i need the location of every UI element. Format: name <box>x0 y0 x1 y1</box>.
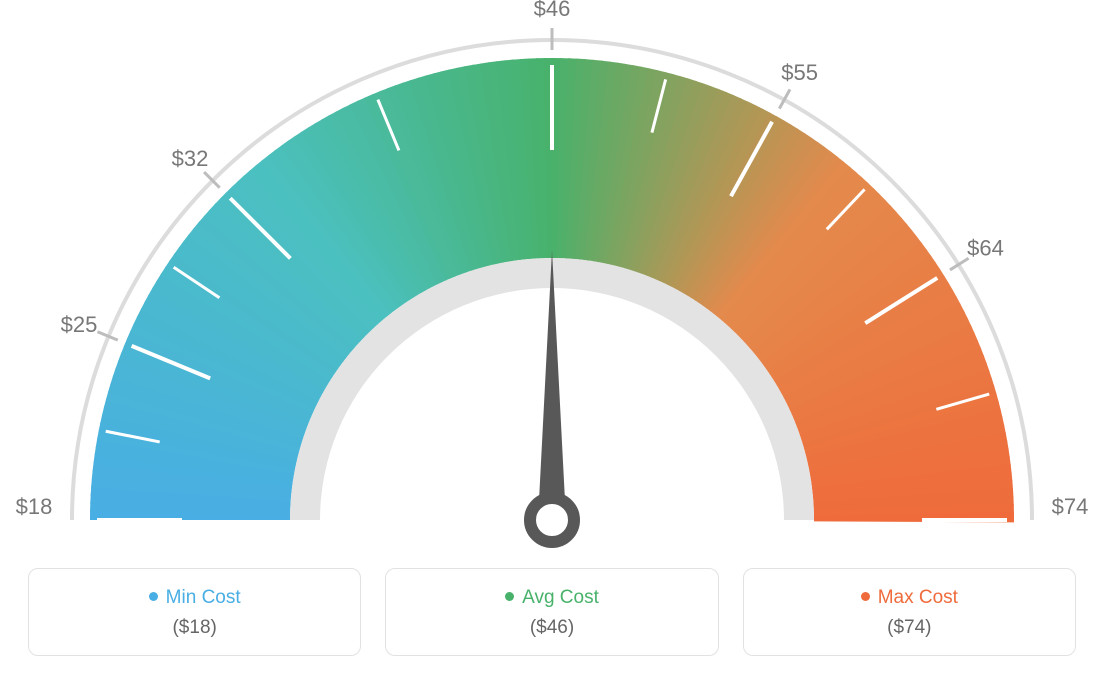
legend-row: Min Cost ($18) Avg Cost ($46) Max Cost ($74) <box>0 568 1104 656</box>
legend-dot-icon <box>861 592 870 601</box>
legend-dot-icon <box>149 592 158 601</box>
gauge-tick-label: $32 <box>172 146 209 171</box>
legend-label: Min Cost <box>166 587 241 608</box>
cost-gauge-chart: $18 $25 $32 $46 $55 $64 $74 <box>0 0 1104 560</box>
legend-value: ($46) <box>396 617 707 639</box>
legend-card-max-cost: Max Cost ($74) <box>743 568 1076 656</box>
gauge-svg: $18 $25 $32 $46 $55 $64 $74 <box>0 0 1104 560</box>
legend-title: Max Cost <box>754 587 1065 609</box>
gauge-tick-label: $18 <box>16 494 53 519</box>
legend-card-avg-cost: Avg Cost ($46) <box>385 568 718 656</box>
legend-value: ($74) <box>754 617 1065 639</box>
legend-label: Avg Cost <box>522 587 599 608</box>
legend-label: Max Cost <box>878 587 958 608</box>
legend-title: Avg Cost <box>396 587 707 609</box>
legend-card-min-cost: Min Cost ($18) <box>28 568 361 656</box>
legend-title: Min Cost <box>39 587 350 609</box>
legend-dot-icon <box>505 592 514 601</box>
legend-value: ($18) <box>39 617 350 639</box>
gauge-tick-label: $46 <box>534 0 571 21</box>
gauge-needle-hub <box>530 498 574 542</box>
gauge-tick-label: $74 <box>1052 494 1089 519</box>
gauge-tick-label: $25 <box>61 312 98 337</box>
gauge-needle <box>538 250 566 520</box>
gauge-tick-label: $55 <box>781 60 818 85</box>
gauge-tick-label: $64 <box>967 236 1004 261</box>
